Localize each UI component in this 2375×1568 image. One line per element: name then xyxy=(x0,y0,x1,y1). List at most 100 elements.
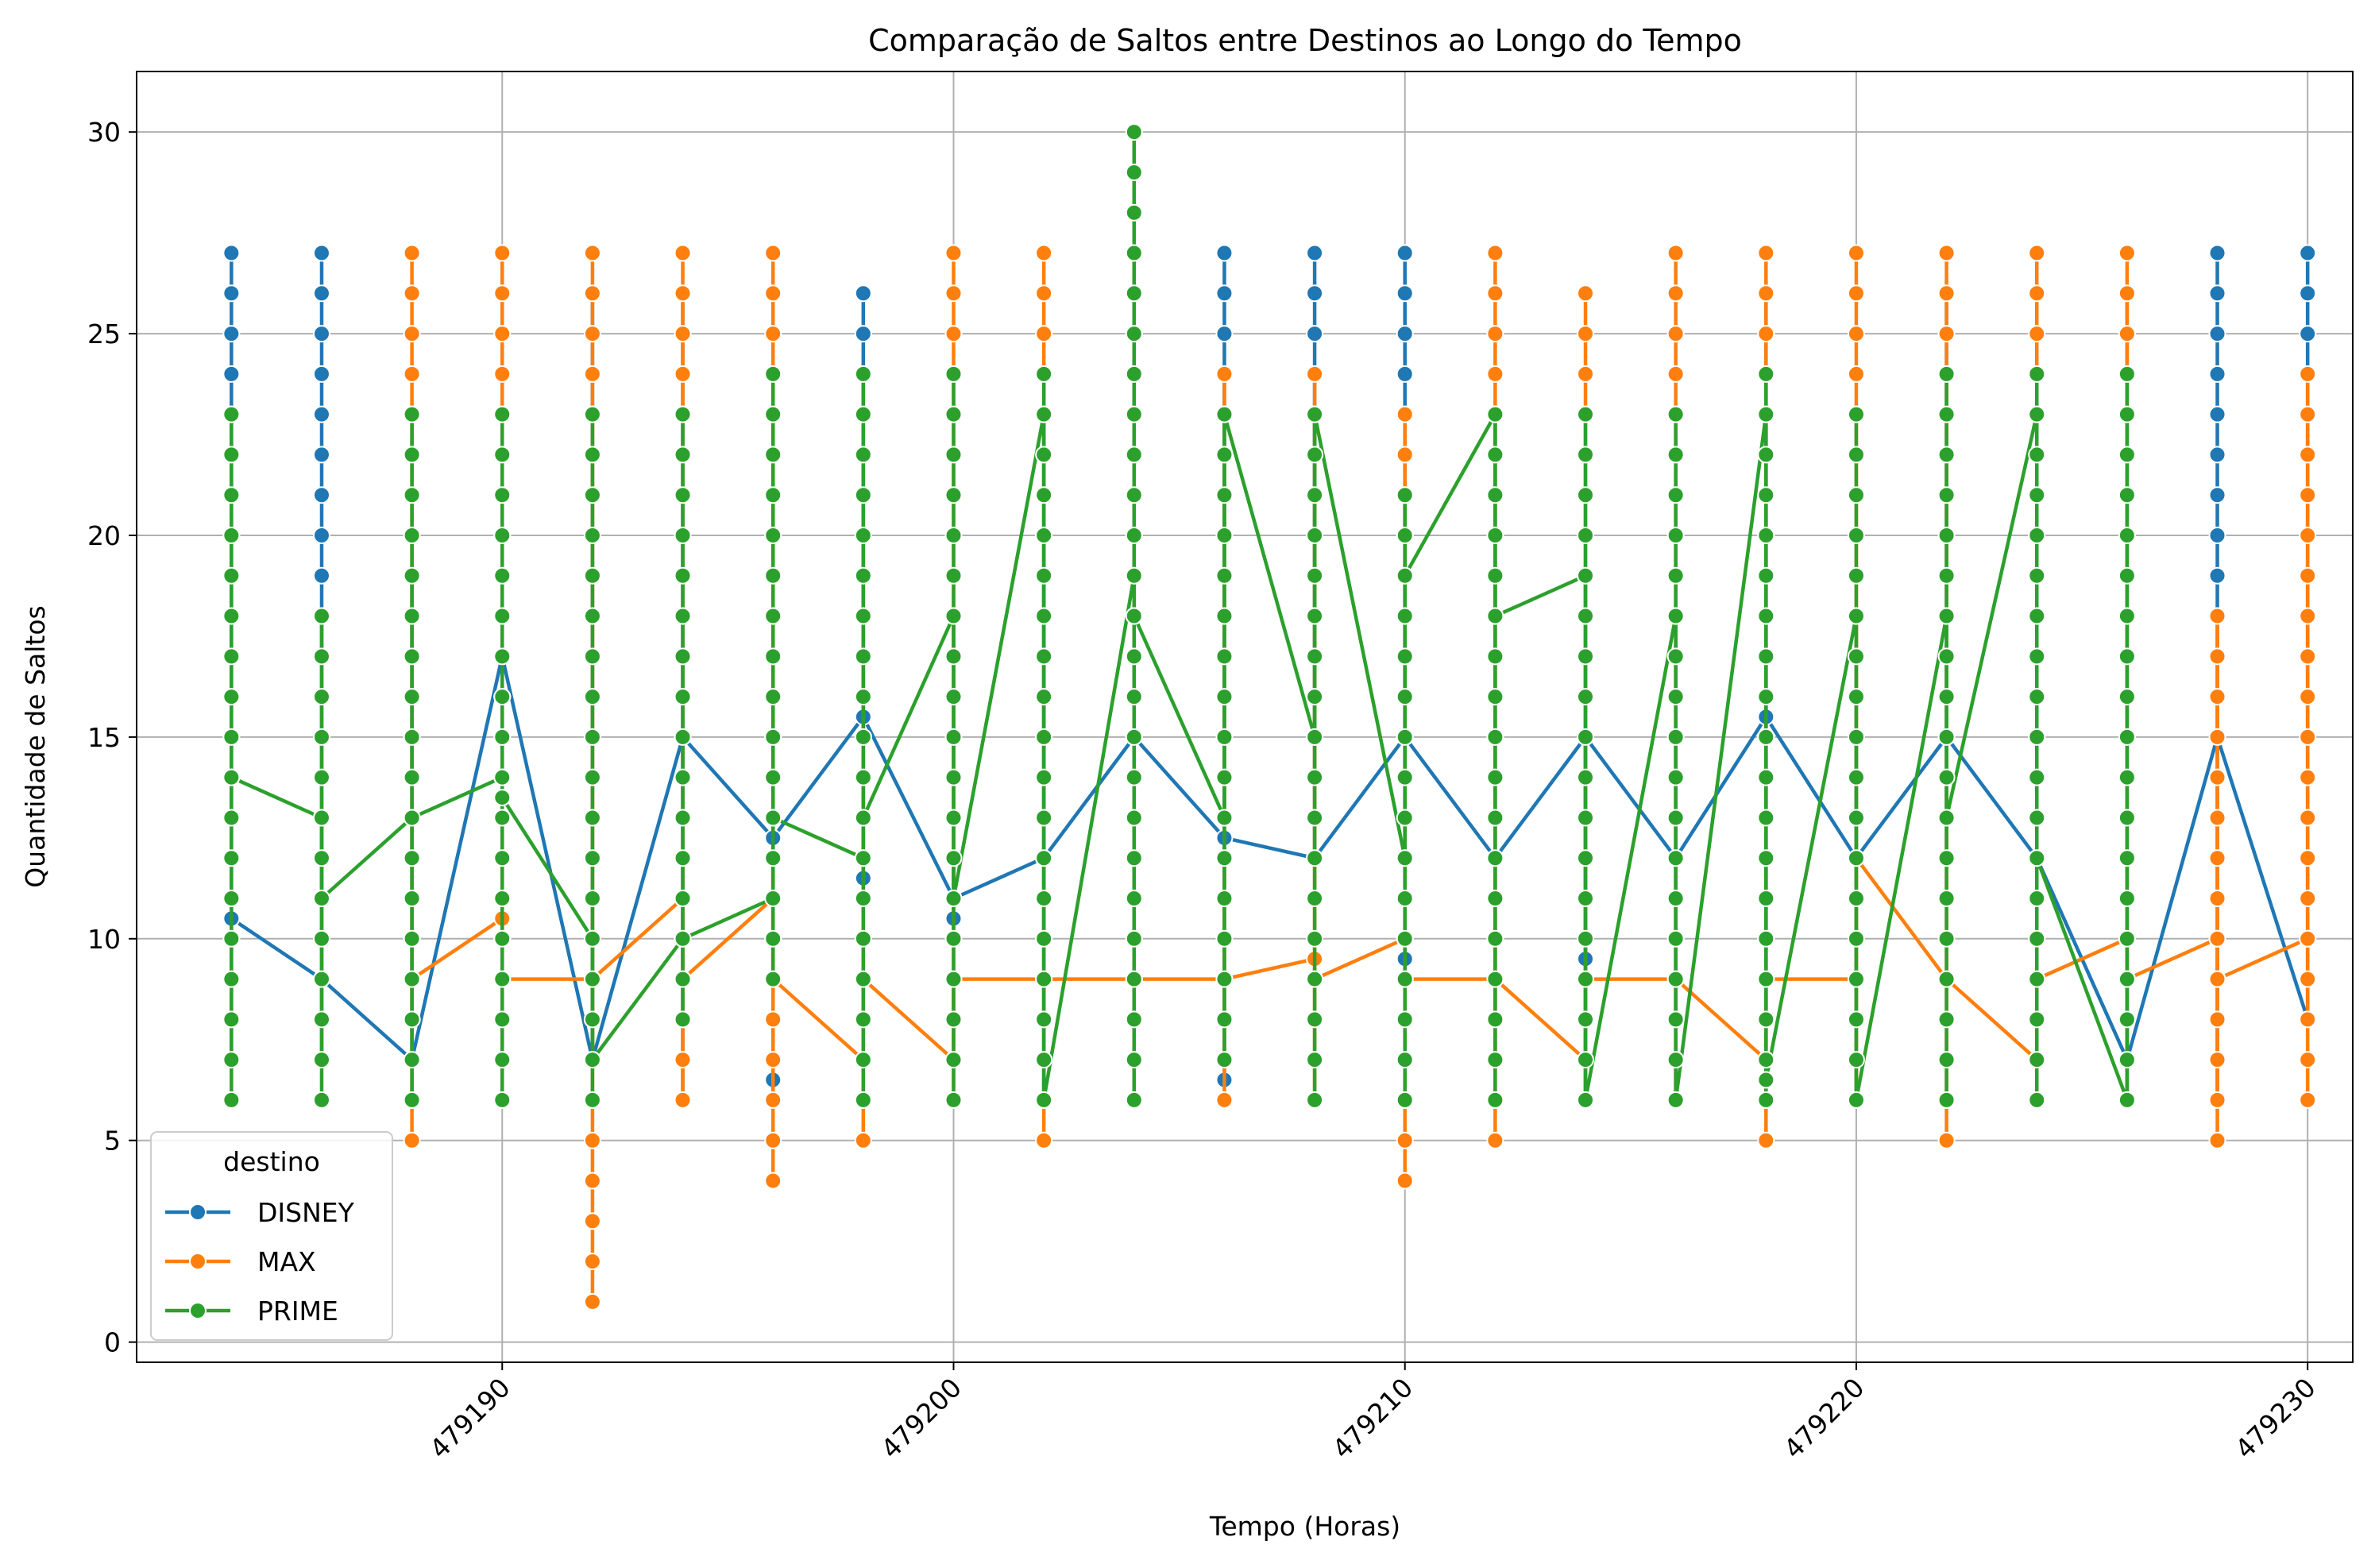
data-point xyxy=(1215,526,1234,544)
data-point xyxy=(583,486,601,504)
data-point xyxy=(312,768,330,786)
data-point xyxy=(1666,1010,1685,1029)
mean-point xyxy=(764,809,782,827)
y-axis-label: Quantidade de Saltos xyxy=(20,605,51,887)
data-point xyxy=(1035,446,1053,464)
data-point xyxy=(1306,244,1324,262)
data-point xyxy=(1306,486,1324,504)
data-point xyxy=(2028,890,2046,908)
data-point xyxy=(583,607,601,625)
data-point xyxy=(1937,647,1956,666)
data-point xyxy=(944,446,963,464)
data-point xyxy=(764,566,782,585)
data-point xyxy=(1035,325,1053,343)
data-point xyxy=(1666,688,1685,706)
mean-point xyxy=(854,849,872,867)
data-point xyxy=(1757,809,1775,827)
data-point xyxy=(1215,849,1234,867)
legend-entry-max: MAX xyxy=(165,1246,316,1277)
data-point xyxy=(1125,809,1143,827)
data-point xyxy=(1035,1010,1053,1029)
data-point xyxy=(764,970,782,988)
data-point xyxy=(1847,1051,1865,1069)
data-point xyxy=(944,688,963,706)
data-point xyxy=(222,849,241,867)
data-point xyxy=(764,284,782,303)
data-point xyxy=(2028,244,2046,262)
mean-point xyxy=(944,607,963,625)
mean-point xyxy=(1306,728,1324,746)
data-point xyxy=(854,284,872,303)
data-point xyxy=(1577,929,1595,948)
data-point xyxy=(1306,1091,1324,1109)
series-prime xyxy=(222,123,2136,1109)
data-point xyxy=(764,1010,782,1029)
data-point xyxy=(1215,1051,1234,1069)
data-point xyxy=(1125,123,1143,141)
data-point xyxy=(583,325,601,343)
data-point xyxy=(1125,284,1143,303)
data-point xyxy=(2208,244,2226,262)
data-point xyxy=(764,1051,782,1069)
data-point xyxy=(1847,325,1865,343)
data-point xyxy=(674,566,692,585)
data-point xyxy=(1125,526,1143,544)
data-point xyxy=(2299,1051,2317,1069)
data-point xyxy=(1486,446,1504,464)
data-point xyxy=(2118,929,2136,948)
data-point xyxy=(1396,647,1414,666)
data-point xyxy=(764,446,782,464)
data-point xyxy=(2118,284,2136,303)
mean-point xyxy=(1577,566,1595,585)
data-point xyxy=(1847,890,1865,908)
data-point xyxy=(1306,365,1324,383)
data-point xyxy=(854,446,872,464)
mean-point xyxy=(1035,405,1053,423)
data-point xyxy=(854,929,872,948)
data-point xyxy=(1847,566,1865,585)
data-point xyxy=(1035,486,1053,504)
data-point xyxy=(2299,647,2317,666)
data-point xyxy=(1486,929,1504,948)
data-point xyxy=(1396,929,1414,948)
data-point xyxy=(1396,1172,1414,1190)
data-point xyxy=(312,486,330,504)
data-point xyxy=(312,446,330,464)
data-point xyxy=(1847,1010,1865,1029)
data-point xyxy=(403,566,421,585)
data-point xyxy=(312,970,330,988)
data-point xyxy=(764,1172,782,1190)
data-point xyxy=(583,688,601,706)
data-point xyxy=(1757,325,1775,343)
data-point xyxy=(312,647,330,666)
data-point xyxy=(944,929,963,948)
data-point xyxy=(944,566,963,585)
y-tick-label: 25 xyxy=(87,319,121,350)
mean-point xyxy=(764,890,782,908)
data-point xyxy=(1215,244,1234,262)
data-point xyxy=(583,970,601,988)
legend-label: PRIME xyxy=(257,1296,338,1327)
data-point xyxy=(2299,365,2317,383)
data-point xyxy=(854,526,872,544)
data-point xyxy=(2028,325,2046,343)
data-point xyxy=(2118,486,2136,504)
data-point xyxy=(2118,566,2136,585)
data-point xyxy=(944,405,963,423)
data-point xyxy=(493,728,512,746)
mean-point xyxy=(2208,929,2226,948)
data-point xyxy=(403,607,421,625)
data-point xyxy=(1757,566,1775,585)
data-point xyxy=(1666,647,1685,666)
data-point xyxy=(944,728,963,746)
data-point xyxy=(1125,890,1143,908)
data-point xyxy=(854,486,872,504)
data-point xyxy=(1486,970,1504,988)
mean-point xyxy=(1937,809,1956,827)
mean-point xyxy=(674,929,692,948)
data-point xyxy=(1215,325,1234,343)
data-point xyxy=(493,1051,512,1069)
data-point xyxy=(1486,526,1504,544)
data-point xyxy=(312,849,330,867)
data-point xyxy=(944,1091,963,1109)
